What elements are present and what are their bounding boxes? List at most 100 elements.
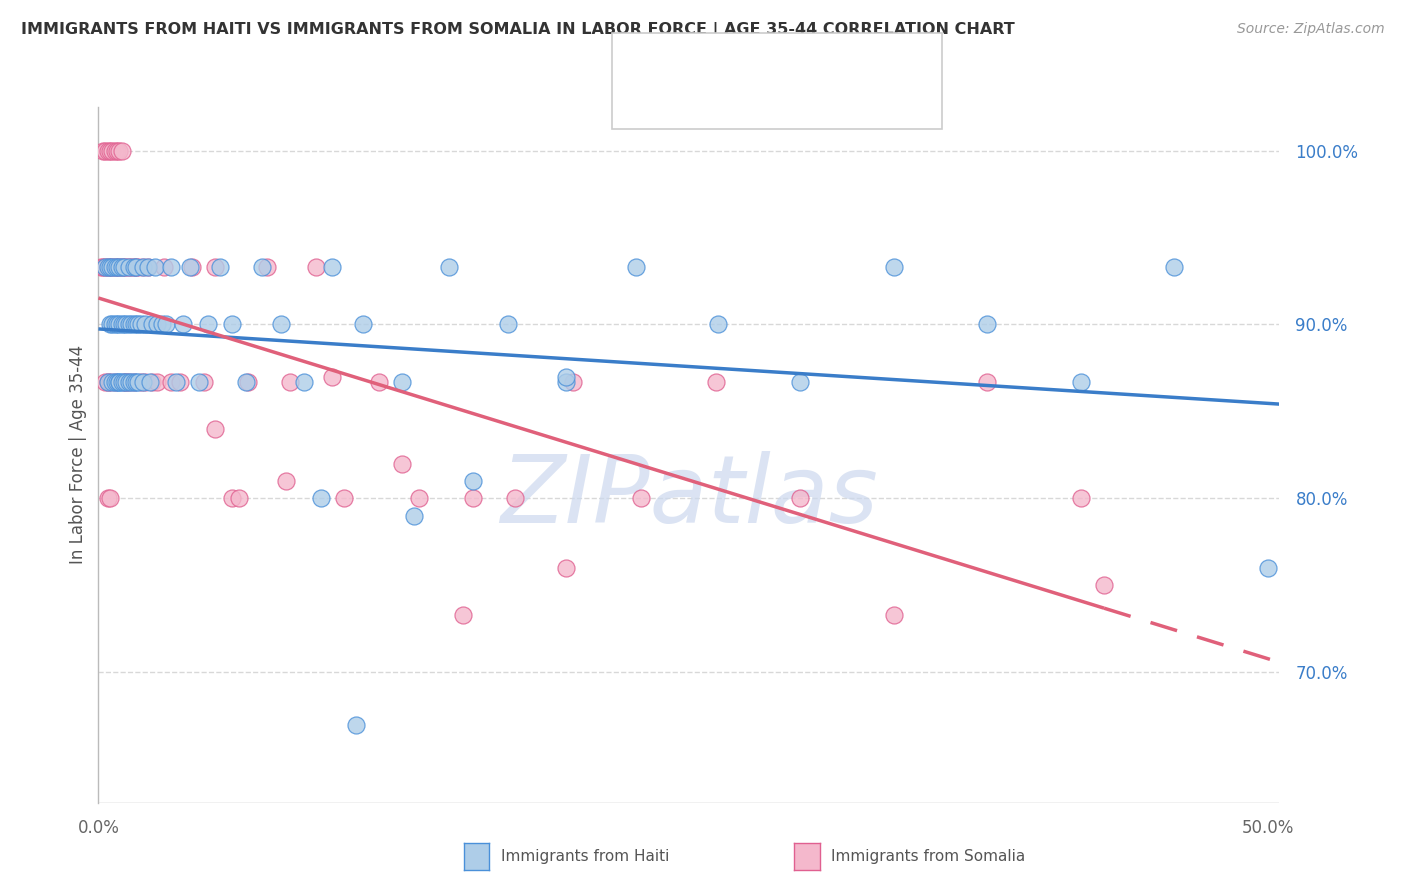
Point xyxy=(112,260,135,274)
Point xyxy=(97,375,120,389)
Point xyxy=(122,260,145,274)
Point xyxy=(883,260,905,274)
Point xyxy=(352,318,374,332)
Point xyxy=(160,375,183,389)
Text: ZIPatlas: ZIPatlas xyxy=(501,451,877,542)
Point xyxy=(146,318,169,332)
Point xyxy=(451,607,474,622)
Point xyxy=(104,144,127,158)
Point xyxy=(256,260,278,274)
Point xyxy=(235,375,257,389)
Point xyxy=(789,491,811,506)
Point xyxy=(461,491,484,506)
Point xyxy=(143,260,166,274)
Point xyxy=(97,144,120,158)
Point xyxy=(105,260,128,274)
Point xyxy=(97,260,120,274)
Point xyxy=(97,375,120,389)
Point xyxy=(98,144,121,158)
Point xyxy=(165,375,187,389)
Point xyxy=(111,144,134,158)
Point xyxy=(1257,561,1279,575)
Point xyxy=(305,260,328,274)
Point xyxy=(368,375,391,389)
Point xyxy=(104,375,127,389)
Point xyxy=(153,260,176,274)
Point xyxy=(555,369,578,384)
Point xyxy=(108,260,131,274)
Point xyxy=(391,457,413,471)
Point xyxy=(789,375,811,389)
Point xyxy=(111,375,134,389)
Point xyxy=(91,144,114,158)
Point xyxy=(118,375,141,389)
Point xyxy=(101,375,124,389)
Point xyxy=(104,375,127,389)
Text: N = 81: N = 81 xyxy=(814,50,877,68)
Point xyxy=(204,422,226,436)
Point xyxy=(1163,260,1185,274)
Point xyxy=(94,144,117,158)
Point xyxy=(630,491,652,506)
Point xyxy=(155,318,177,332)
Point xyxy=(118,260,141,274)
Point xyxy=(105,144,128,158)
Point xyxy=(132,260,155,274)
Point xyxy=(118,375,141,389)
Point xyxy=(118,318,141,332)
Point xyxy=(150,318,173,332)
Point xyxy=(105,260,128,274)
Text: -0.062: -0.062 xyxy=(724,95,789,112)
Point xyxy=(111,260,134,274)
Point xyxy=(104,260,127,274)
Point xyxy=(125,375,148,389)
Point xyxy=(120,375,142,389)
Point xyxy=(221,491,243,506)
Point xyxy=(91,260,114,274)
Point xyxy=(125,260,148,274)
Point xyxy=(127,375,149,389)
Point xyxy=(626,260,648,274)
Point xyxy=(208,260,231,274)
Point xyxy=(98,375,121,389)
Point xyxy=(141,375,163,389)
Point xyxy=(111,318,134,332)
Point xyxy=(118,260,141,274)
Point xyxy=(136,260,159,274)
Point xyxy=(333,491,356,506)
Point xyxy=(704,375,727,389)
Point xyxy=(236,375,259,389)
Point xyxy=(98,491,121,506)
Point xyxy=(112,318,135,332)
Point xyxy=(179,260,201,274)
Point xyxy=(555,375,578,389)
Point xyxy=(101,144,124,158)
Point xyxy=(132,375,155,389)
Text: Source: ZipAtlas.com: Source: ZipAtlas.com xyxy=(1237,22,1385,37)
Point xyxy=(139,375,162,389)
Point xyxy=(344,717,367,731)
Point xyxy=(111,260,134,274)
Point xyxy=(90,260,112,274)
Point xyxy=(108,318,131,332)
Point xyxy=(97,491,120,506)
Point xyxy=(496,318,519,332)
Point xyxy=(127,318,149,332)
Point xyxy=(160,260,183,274)
Point xyxy=(439,260,461,274)
Point xyxy=(101,318,124,332)
Point xyxy=(461,474,484,488)
Point xyxy=(112,375,135,389)
Point xyxy=(188,375,211,389)
Point xyxy=(555,561,578,575)
Point xyxy=(883,607,905,622)
Point xyxy=(129,318,152,332)
Text: R =: R = xyxy=(673,50,713,68)
Point xyxy=(115,375,138,389)
Point xyxy=(108,144,131,158)
Point xyxy=(98,260,121,274)
Text: Immigrants from Haiti: Immigrants from Haiti xyxy=(501,849,669,863)
Point xyxy=(120,260,142,274)
Point xyxy=(278,375,301,389)
Point xyxy=(228,491,250,506)
